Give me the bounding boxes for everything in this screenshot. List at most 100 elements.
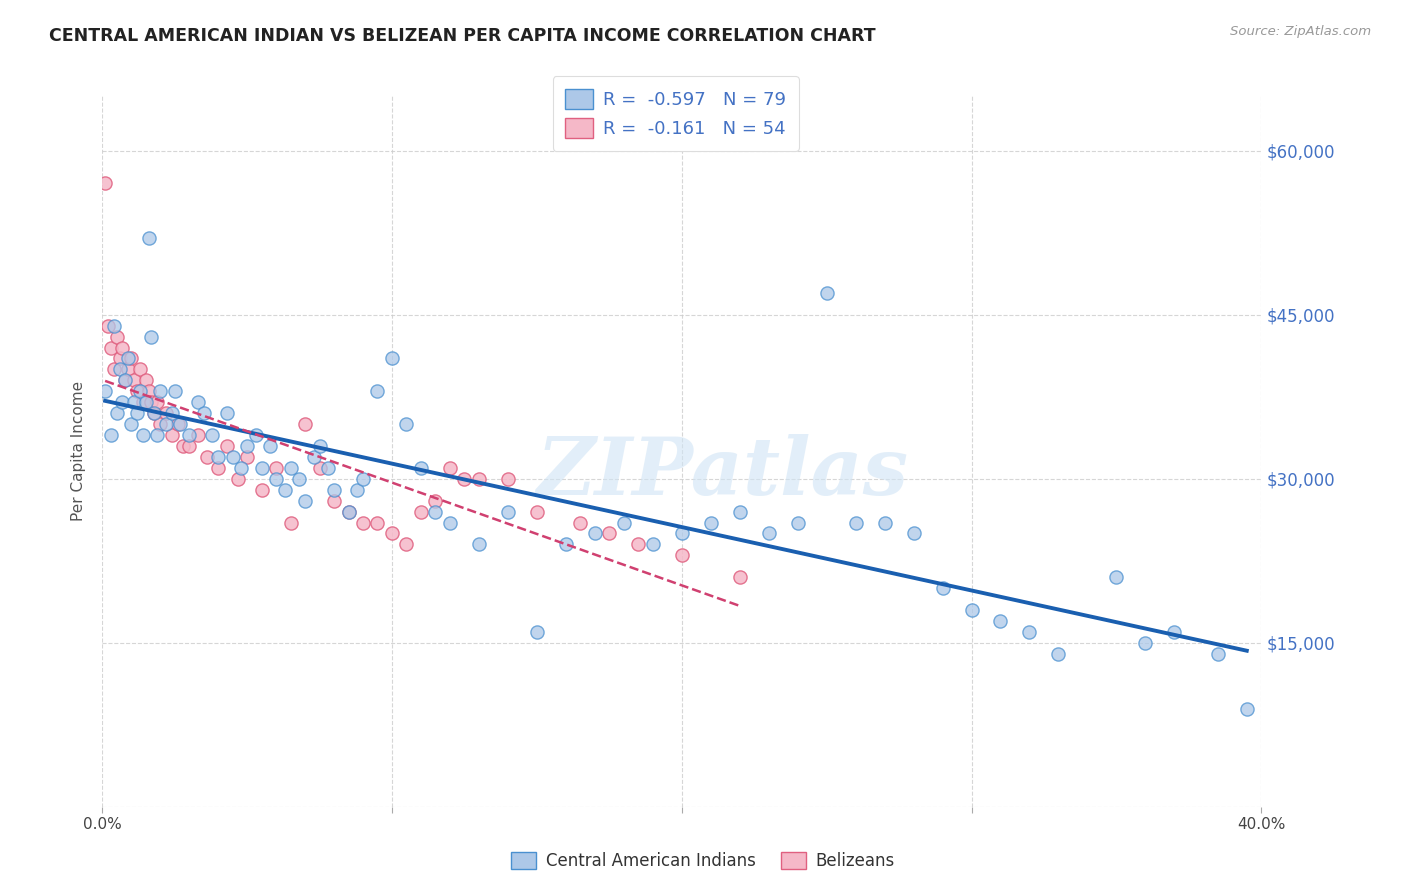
Point xyxy=(583,526,606,541)
Point xyxy=(105,406,128,420)
Point xyxy=(236,450,259,464)
Point xyxy=(155,417,177,431)
Point xyxy=(138,231,160,245)
Point xyxy=(1018,624,1040,639)
Point xyxy=(699,516,721,530)
Point xyxy=(114,373,136,387)
Point xyxy=(496,472,519,486)
Point xyxy=(108,351,131,366)
Point xyxy=(439,516,461,530)
Point xyxy=(163,384,186,399)
Point xyxy=(122,395,145,409)
Point xyxy=(201,428,224,442)
Point xyxy=(352,516,374,530)
Point xyxy=(409,505,432,519)
Point xyxy=(97,318,120,333)
Point xyxy=(207,460,229,475)
Point xyxy=(468,537,491,551)
Point xyxy=(108,362,131,376)
Point xyxy=(135,373,157,387)
Text: ZIPatlas: ZIPatlas xyxy=(536,434,908,511)
Point xyxy=(94,177,117,191)
Point xyxy=(395,417,418,431)
Point xyxy=(569,516,592,530)
Point xyxy=(228,472,250,486)
Point xyxy=(143,406,166,420)
Point xyxy=(337,505,360,519)
Point xyxy=(352,472,374,486)
Point xyxy=(105,329,128,343)
Point xyxy=(439,460,461,475)
Y-axis label: Per Capita Income: Per Capita Income xyxy=(72,382,86,522)
Point xyxy=(323,493,346,508)
Point xyxy=(221,450,243,464)
Point xyxy=(526,624,548,639)
Point xyxy=(308,439,330,453)
Point xyxy=(366,516,388,530)
Point xyxy=(132,395,155,409)
Point xyxy=(250,483,273,497)
Point xyxy=(141,395,163,409)
Point xyxy=(671,526,693,541)
Point xyxy=(215,439,238,453)
Point xyxy=(526,505,548,519)
Point xyxy=(259,439,281,453)
Point xyxy=(141,329,163,343)
Point xyxy=(1047,647,1070,661)
Point xyxy=(598,526,620,541)
Point xyxy=(554,537,576,551)
Point xyxy=(815,285,838,300)
Point xyxy=(294,417,316,431)
Point xyxy=(155,406,177,420)
Point xyxy=(111,395,134,409)
Point xyxy=(641,537,664,551)
Point xyxy=(117,351,139,366)
Point xyxy=(1163,624,1185,639)
Point xyxy=(316,460,339,475)
Point xyxy=(179,428,201,442)
Point xyxy=(231,460,253,475)
Point xyxy=(395,537,418,551)
Point xyxy=(274,483,297,497)
Point xyxy=(728,570,751,584)
Point xyxy=(613,516,636,530)
Point xyxy=(128,362,150,376)
Point xyxy=(100,428,122,442)
Point xyxy=(94,384,117,399)
Point xyxy=(1105,570,1128,584)
Point xyxy=(366,384,388,399)
Point xyxy=(111,341,134,355)
Point xyxy=(195,450,218,464)
Point xyxy=(302,450,325,464)
Point xyxy=(1206,647,1229,661)
Point xyxy=(280,460,302,475)
Legend: Central American Indians, Belizeans: Central American Indians, Belizeans xyxy=(505,845,901,877)
Point xyxy=(103,318,125,333)
Point xyxy=(381,526,404,541)
Point xyxy=(264,472,287,486)
Point xyxy=(193,406,215,420)
Point xyxy=(409,460,432,475)
Point xyxy=(125,384,148,399)
Point xyxy=(1236,701,1258,715)
Point xyxy=(264,460,287,475)
Point xyxy=(135,395,157,409)
Point xyxy=(122,373,145,387)
Point xyxy=(786,516,808,530)
Point xyxy=(138,384,160,399)
Point xyxy=(346,483,368,497)
Point xyxy=(143,406,166,420)
Point xyxy=(758,526,780,541)
Point xyxy=(280,516,302,530)
Point xyxy=(187,395,209,409)
Point xyxy=(166,417,188,431)
Point xyxy=(425,493,447,508)
Point xyxy=(120,351,142,366)
Point xyxy=(294,493,316,508)
Point xyxy=(960,603,983,617)
Point xyxy=(125,406,148,420)
Point xyxy=(169,417,191,431)
Point xyxy=(323,483,346,497)
Point xyxy=(496,505,519,519)
Point xyxy=(845,516,868,530)
